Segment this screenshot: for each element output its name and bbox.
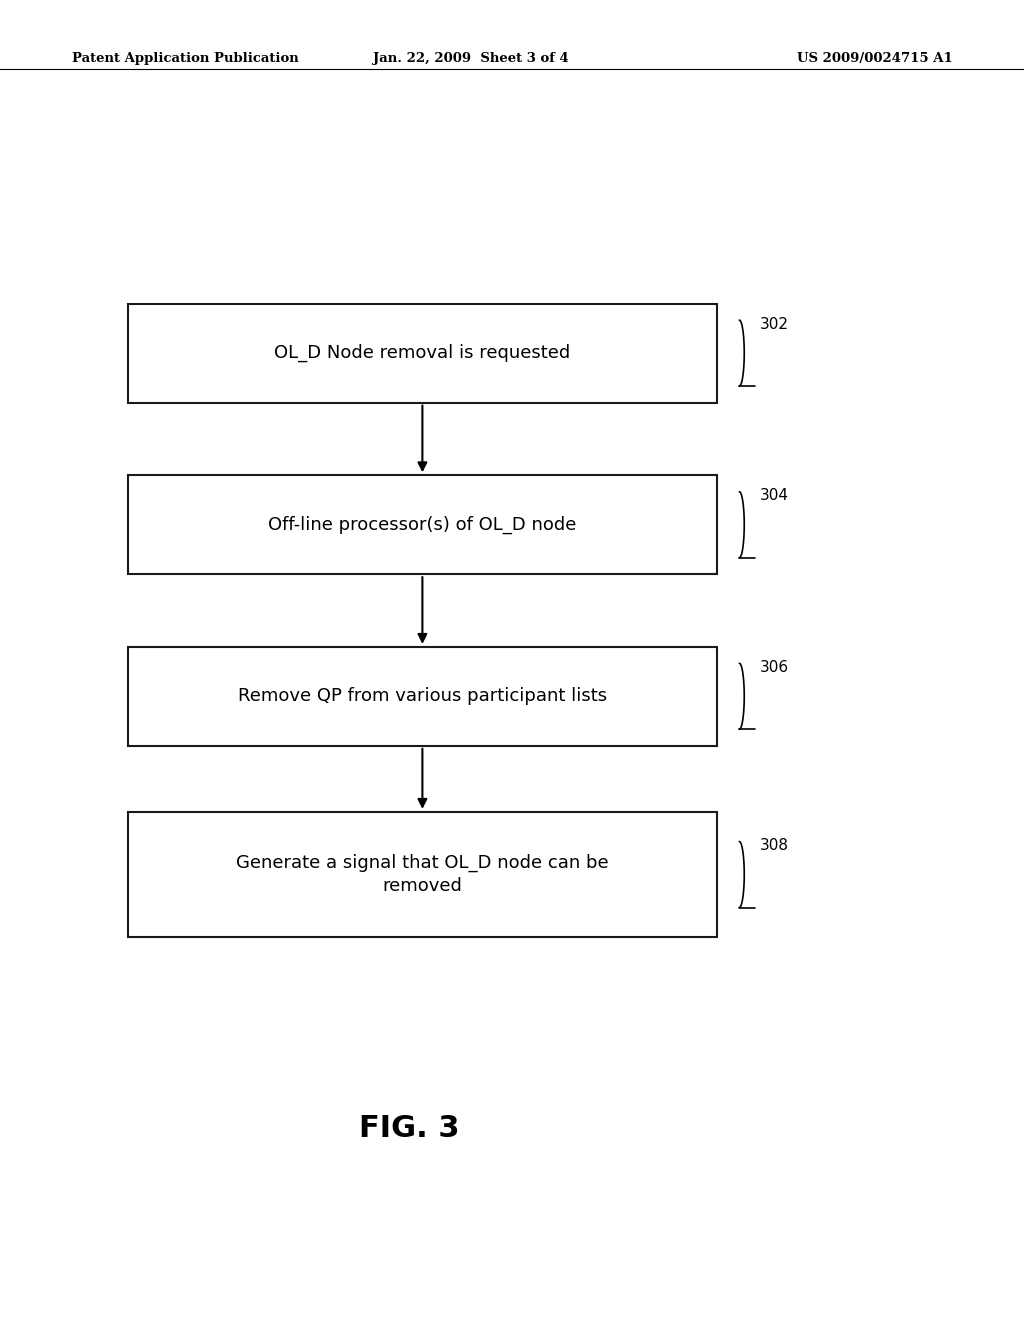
Text: FIG. 3: FIG. 3: [359, 1114, 460, 1143]
Text: 308: 308: [760, 838, 788, 853]
Bar: [128, 475, 717, 574]
Text: 304: 304: [760, 488, 788, 503]
Bar: [128, 812, 717, 937]
Text: Off-line processor(s) of OL_D node: Off-line processor(s) of OL_D node: [268, 516, 577, 533]
Bar: [128, 647, 717, 746]
Text: 302: 302: [760, 317, 788, 331]
Text: OL_D Node removal is requested: OL_D Node removal is requested: [274, 345, 570, 362]
Text: Remove QP from various participant lists: Remove QP from various participant lists: [238, 688, 607, 705]
Text: Generate a signal that OL_D node can be
removed: Generate a signal that OL_D node can be …: [237, 854, 608, 895]
Text: Patent Application Publication: Patent Application Publication: [72, 51, 298, 65]
Bar: [128, 304, 717, 403]
Text: 306: 306: [760, 660, 788, 675]
Text: Jan. 22, 2009  Sheet 3 of 4: Jan. 22, 2009 Sheet 3 of 4: [373, 51, 569, 65]
Text: US 2009/0024715 A1: US 2009/0024715 A1: [797, 51, 952, 65]
